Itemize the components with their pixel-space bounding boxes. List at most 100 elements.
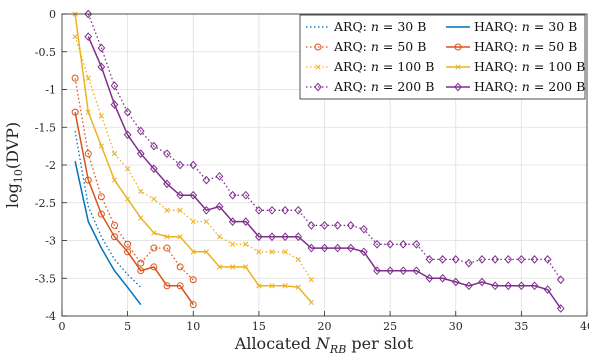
data-point	[504, 281, 513, 291]
x-tick-label: 10	[186, 320, 200, 333]
data-point	[203, 249, 210, 255]
data-point	[111, 151, 118, 157]
data-point	[255, 232, 263, 242]
data-point	[241, 217, 250, 226]
data-point	[177, 207, 183, 213]
x-tick-label: 25	[383, 320, 397, 333]
data-point	[373, 239, 381, 249]
data-point	[202, 205, 211, 215]
data-point	[138, 215, 144, 221]
x-tick-label: 20	[318, 320, 332, 333]
data-point	[281, 205, 289, 215]
data-point	[425, 255, 434, 264]
data-point	[203, 218, 210, 225]
data-point	[163, 244, 171, 252]
legend-item-1: ARQ: n = 50 B	[306, 39, 426, 54]
data-point	[215, 171, 224, 181]
legend-marker	[314, 82, 322, 92]
legend-item-5: HARQ: n = 50 B	[446, 39, 577, 54]
data-point	[517, 281, 526, 291]
data-point	[360, 224, 368, 234]
data-point	[333, 243, 342, 253]
data-point	[451, 255, 460, 264]
legend-label: HARQ: n = 50 B	[474, 39, 577, 54]
data-point	[136, 149, 145, 159]
legend-label: HARQ: n = 100 B	[474, 59, 585, 74]
data-point	[504, 255, 513, 264]
data-point	[269, 283, 275, 289]
data-point	[163, 179, 171, 189]
data-point	[176, 263, 184, 271]
series-line	[74, 161, 142, 306]
data-point	[97, 62, 106, 72]
data-point	[543, 255, 552, 264]
x-tick-label: 15	[252, 320, 266, 333]
data-point	[295, 284, 301, 290]
data-point	[111, 177, 118, 183]
data-point	[216, 234, 223, 240]
data-point	[124, 196, 131, 202]
data-point	[465, 281, 473, 291]
data-point	[438, 273, 447, 283]
data-point	[399, 266, 408, 276]
data-point	[189, 276, 197, 284]
data-point	[478, 255, 486, 264]
data-point	[268, 232, 276, 242]
legend-item-7: HARQ: n = 200 B	[446, 79, 585, 94]
data-point	[491, 281, 499, 291]
legend-marker	[454, 43, 462, 51]
data-point	[399, 239, 408, 249]
data-point	[556, 275, 565, 285]
data-point	[543, 285, 552, 294]
data-point	[294, 232, 303, 242]
data-point	[308, 299, 315, 306]
x-tick-label: 30	[449, 320, 463, 333]
data-point	[530, 255, 539, 264]
data-point	[97, 193, 105, 201]
y-tick-label: -4	[45, 310, 56, 323]
data-point	[97, 43, 106, 53]
data-point	[243, 241, 249, 247]
data-point	[85, 75, 91, 81]
data-point	[110, 81, 119, 91]
data-point	[346, 243, 355, 253]
series-line	[87, 36, 562, 309]
data-point	[320, 221, 329, 230]
legend-item-0: ARQ: n = 30 B	[306, 19, 426, 34]
data-point	[438, 255, 447, 264]
data-point	[465, 258, 473, 268]
data-point	[243, 264, 249, 270]
data-point	[72, 33, 78, 40]
data-point	[360, 247, 368, 257]
data-point	[282, 249, 288, 255]
series-1	[71, 74, 197, 284]
data-point	[556, 304, 565, 313]
data-point	[241, 190, 250, 200]
legend-item-3: ARQ: n = 200 B	[306, 79, 434, 94]
data-point	[137, 259, 145, 267]
data-point	[295, 256, 301, 263]
series-6	[72, 11, 315, 306]
data-point	[136, 126, 145, 136]
data-point	[124, 248, 132, 256]
data-point	[478, 277, 486, 287]
data-point	[177, 234, 183, 240]
data-point	[256, 283, 262, 289]
data-point	[215, 202, 224, 211]
data-point	[84, 176, 92, 184]
data-point	[137, 267, 145, 275]
ticks: 0 5 10 15 20 25 30 35 40 0 -0.5 -1 -1.5 -2 -2.5 -3 -3.5 -…	[35, 8, 589, 333]
data-point	[124, 166, 131, 172]
data-point	[189, 190, 198, 200]
series-5	[71, 108, 197, 309]
data-point	[84, 150, 92, 158]
y-tick-label: -3.5	[35, 272, 56, 285]
data-point	[320, 243, 329, 253]
series-3	[84, 9, 565, 285]
y-tick-label: -1.5	[35, 121, 56, 134]
legend-label: HARQ: n = 200 B	[474, 79, 585, 94]
data-point	[386, 266, 394, 276]
y-tick-label: -1	[45, 84, 56, 97]
data-point	[97, 210, 105, 218]
